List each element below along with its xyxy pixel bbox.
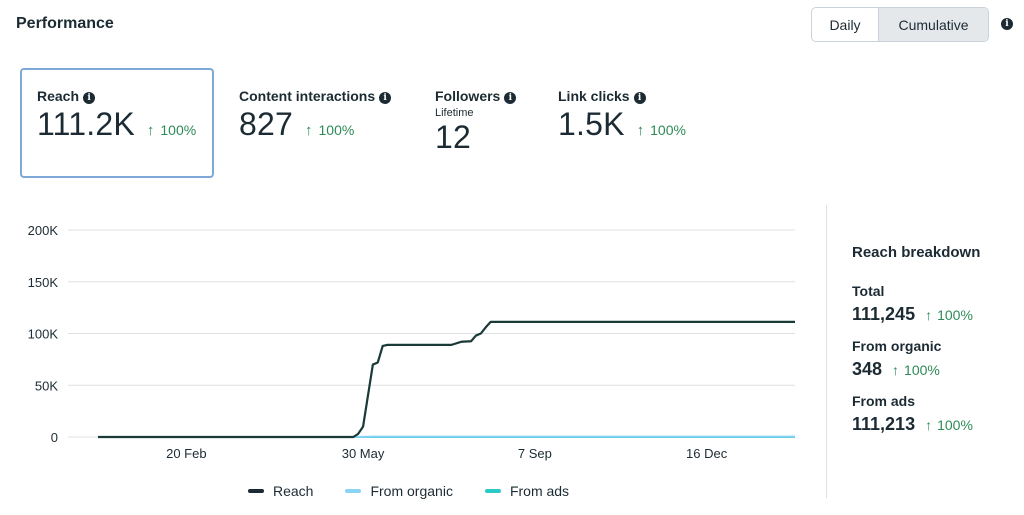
view-toggle: Daily Cumulative — [811, 7, 989, 42]
arrow-up-icon: ↑ — [305, 122, 313, 139]
breakdown-item-total: Total 111,245 ↑ 100% — [852, 283, 980, 325]
y-tick-label: 150K — [28, 275, 59, 290]
breakdown-title: Reach breakdown — [852, 244, 981, 261]
daily-toggle-button[interactable]: Daily — [812, 8, 879, 41]
breakdown-label: From organic — [852, 338, 942, 354]
breakdown-change: ↑ 100% — [925, 307, 973, 323]
metric-value: 827 — [239, 106, 293, 142]
breakdown-item-ads: From ads 111,213 ↑ 100% — [852, 393, 980, 435]
metric-change: ↑ 100% — [305, 122, 355, 139]
breakdown-change: ↑ 100% — [892, 362, 940, 378]
arrow-up-icon: ↑ — [892, 362, 900, 378]
metric-change: ↑ 100% — [636, 122, 686, 139]
legend-item-ads[interactable]: From ads — [484, 483, 569, 499]
y-tick-label: 50K — [35, 378, 58, 393]
breakdown-value: 111,213 — [852, 414, 916, 434]
chart-legend: Reach From organic From ads — [248, 483, 569, 499]
metric-card-followers[interactable]: Followers i Lifetime 12 — [435, 68, 517, 156]
metric-card-link-clicks[interactable]: Link clicks i 1.5K ↑ 100% — [558, 68, 686, 143]
metric-label: Reach i — [37, 88, 212, 104]
x-tick-label: 30 May — [342, 446, 385, 461]
metric-sublabel: Lifetime — [435, 107, 474, 119]
arrow-up-icon: ↑ — [925, 417, 933, 433]
cumulative-toggle-button[interactable]: Cumulative — [879, 8, 988, 41]
metric-change: ↑ 100% — [146, 122, 197, 139]
metric-value: 12 — [435, 119, 471, 155]
breakdown-value: 111,245 — [852, 304, 916, 324]
info-icon[interactable]: i — [83, 92, 96, 104]
arrow-up-icon: ↑ — [146, 122, 155, 139]
metric-card-reach[interactable]: Reach i 111.2K ↑ 100% — [20, 68, 214, 178]
metric-value: 1.5K — [558, 106, 625, 142]
breakdown-value: 348 — [852, 359, 883, 379]
reach-breakdown: Reach breakdown Total 111,245 ↑ 100% From… — [852, 244, 980, 448]
breakdown-label: From ads — [852, 393, 916, 409]
breakdown-item-organic: From organic 348 ↑ 100% — [852, 338, 980, 380]
legend-swatch — [484, 489, 501, 493]
metric-value: 111.2K — [37, 106, 135, 142]
series-line-reach — [98, 320, 795, 439]
metric-label: Content interactions i — [239, 88, 392, 104]
arrow-up-icon: ↑ — [636, 122, 645, 139]
arrow-up-icon: ↑ — [925, 307, 933, 323]
metric-label: Link clicks i — [558, 88, 686, 104]
page-title: Performance — [16, 15, 114, 32]
info-icon[interactable]: i — [1001, 18, 1013, 30]
y-tick-label: 200K — [28, 223, 59, 238]
info-icon[interactable]: i — [504, 92, 517, 104]
metric-card-content-interactions[interactable]: Content interactions i 827 ↑ 100% — [239, 68, 392, 143]
legend-item-reach[interactable]: Reach — [248, 483, 313, 499]
x-tick-label: 20 Feb — [166, 446, 206, 461]
legend-swatch — [345, 489, 362, 493]
legend-item-organic[interactable]: From organic — [345, 483, 453, 499]
legend-swatch — [248, 489, 264, 493]
reach-line-chart: 200K 150K 100K 50K 0 20 Feb 30 May 7 Sep 16 Dec — [28, 223, 795, 461]
breakdown-change: ↑ 100% — [925, 417, 973, 433]
breakdown-label: Total — [852, 283, 885, 299]
divider — [826, 205, 827, 498]
y-tick-label: 100K — [28, 327, 59, 342]
x-tick-label: 16 Dec — [686, 446, 728, 461]
metric-label: Followers i — [435, 88, 517, 104]
x-tick-label: 7 Sep — [518, 446, 552, 461]
info-icon[interactable]: i — [633, 92, 646, 104]
y-tick-label: 0 — [51, 430, 58, 445]
info-icon[interactable]: i — [379, 92, 392, 104]
